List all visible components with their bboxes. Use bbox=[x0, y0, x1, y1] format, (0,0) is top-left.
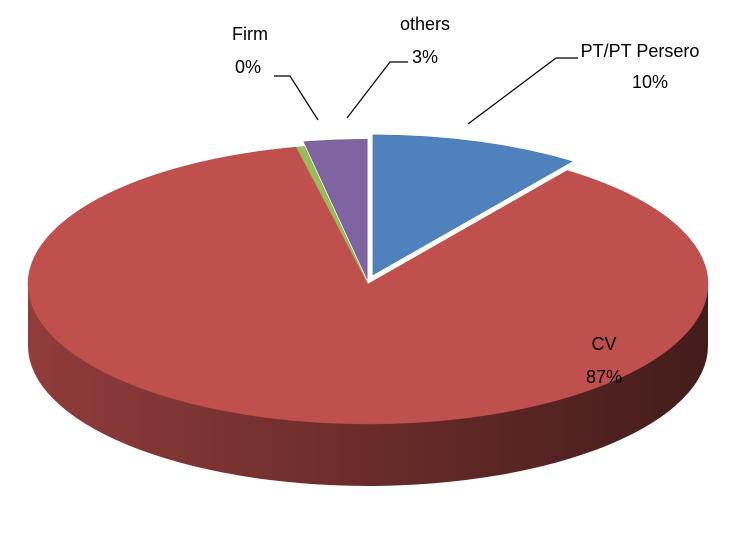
pie-sides bbox=[28, 284, 708, 486]
pie-slice bbox=[372, 134, 573, 276]
pie-slice bbox=[27, 146, 709, 425]
category-label: CV bbox=[591, 334, 616, 354]
pie-slice-side bbox=[28, 284, 708, 486]
pie-slice bbox=[303, 138, 368, 280]
category-label: others bbox=[400, 14, 450, 34]
value-label: 0% bbox=[235, 57, 261, 77]
category-label: Firm bbox=[232, 24, 268, 44]
leader-line bbox=[467, 57, 578, 125]
leader-lines bbox=[274, 57, 578, 125]
pie-tops bbox=[27, 134, 709, 425]
pie-slice bbox=[295, 146, 369, 285]
value-label: 3% bbox=[412, 47, 438, 67]
leader-line bbox=[274, 75, 319, 121]
value-label: 10% bbox=[632, 72, 668, 92]
category-label: PT/PT Persero bbox=[581, 41, 700, 61]
leader-line bbox=[346, 61, 408, 119]
value-label: 87% bbox=[586, 367, 622, 387]
